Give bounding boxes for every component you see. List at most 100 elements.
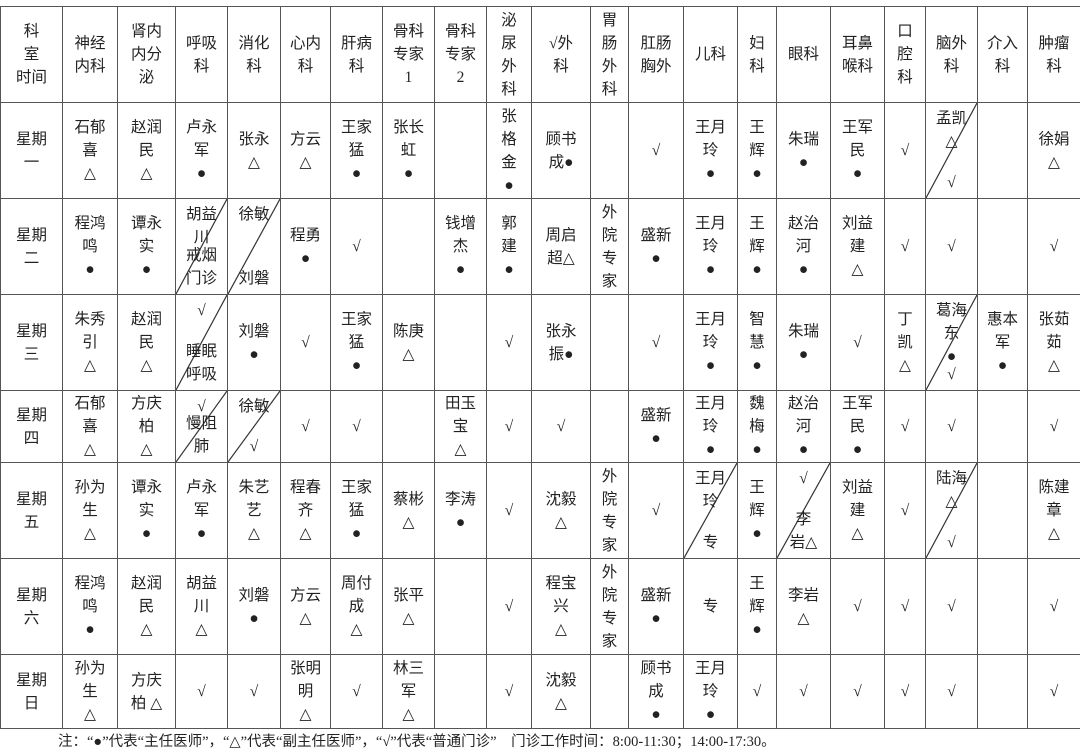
day-label: 星期 二	[0, 198, 63, 295]
diagonal-divider	[228, 199, 280, 294]
schedule-cell	[977, 462, 1028, 559]
schedule-cell: 王家 猛 ●	[330, 294, 383, 391]
column-header: 眼科	[776, 6, 831, 103]
schedule-cell: 张明 明 △	[280, 654, 331, 729]
schedule-cell: 张 格 金 ●	[486, 102, 532, 199]
schedule-cell: √	[925, 390, 978, 463]
schedule-cell: 张平 △	[382, 558, 435, 655]
diagonal-divider	[684, 463, 737, 558]
schedule-cell: 徐敏 刘磐	[227, 198, 281, 295]
schedule-cell: 程勇 ●	[280, 198, 331, 295]
schedule-cell: 徐娟 △	[1027, 102, 1080, 199]
schedule-cell: 顾书 成 ●	[628, 654, 684, 729]
schedule-cell: 蔡彬 △	[382, 462, 435, 559]
schedule-cell: 王 辉 ●	[737, 102, 777, 199]
schedule-cell: 赵治 河 ●	[776, 390, 831, 463]
schedule-cell: √	[531, 390, 591, 463]
schedule-cell: 王军 民 ●	[830, 390, 885, 463]
schedule-cell: 方云 △	[280, 558, 331, 655]
schedule-cell: √	[884, 462, 926, 559]
column-header: 儿科	[683, 6, 738, 103]
schedule-cell: √	[1027, 198, 1080, 295]
schedule-cell	[434, 558, 487, 655]
split-top: 陆海 △	[935, 470, 967, 510]
schedule-cell: 卢永 军 ●	[175, 462, 228, 559]
schedule-cell	[977, 390, 1028, 463]
header-row: 科 室 时间 神经 内科 肾内 内分 泌呼吸 科消化 科心内 科肝病 科骨科 专家 …	[0, 6, 1080, 103]
split-cell: √ 睡眠 呼吸	[176, 295, 227, 390]
schedule-cell: √	[1027, 654, 1080, 729]
schedule-cell: √	[884, 390, 926, 463]
schedule-cell: √	[628, 462, 684, 559]
schedule-cell: 外 院 专 家	[590, 462, 629, 559]
schedule-cell: √	[280, 294, 331, 391]
schedule-cell: 石郁 喜 △	[62, 102, 118, 199]
schedule-cell: 盛新 ●	[628, 558, 684, 655]
schedule-cell: √	[330, 654, 383, 729]
day-label: 星期 四	[0, 390, 63, 463]
column-header: 神经 内科	[62, 6, 118, 103]
column-header: 呼吸 科	[175, 6, 228, 103]
schedule-cell: √	[1027, 558, 1080, 655]
schedule-cell: √	[486, 294, 532, 391]
schedule-cell: 张永 △	[227, 102, 281, 199]
split-bottom: 李 岩△	[789, 511, 818, 551]
schedule-cell: 赵治 河 ●	[776, 198, 831, 295]
column-header: 口 腔 科	[884, 6, 926, 103]
schedule-cell: 外 院 专 家	[590, 558, 629, 655]
diagonal-divider	[176, 199, 227, 294]
schedule-cell: 孙为 生 △	[62, 462, 118, 559]
day-label: 星期 五	[0, 462, 63, 559]
schedule-cell: √	[884, 558, 926, 655]
schedule-cell	[434, 294, 487, 391]
schedule-cell	[590, 390, 629, 463]
schedule-cell: √	[776, 654, 831, 729]
column-header: 妇 科	[737, 6, 777, 103]
schedule-cell: 方云 △	[280, 102, 331, 199]
column-header: 脑外 科	[925, 6, 978, 103]
split-cell: 王月 玲专	[684, 463, 737, 558]
schedule-cell: 王家 猛 ●	[330, 102, 383, 199]
schedule-cell: √	[486, 462, 532, 559]
schedule-cell: 程鸿 鸣 ●	[62, 198, 118, 295]
schedule-cell	[977, 198, 1028, 295]
split-top: 胡益 川	[185, 206, 217, 246]
schedule-cell	[977, 558, 1028, 655]
split-cell: √ 李 岩△	[777, 463, 830, 558]
schedule-cell: 田玉 宝 △	[434, 390, 487, 463]
schedule-cell: 顾书 成●	[531, 102, 591, 199]
column-header: 肾内 内分 泌	[117, 6, 176, 103]
schedule-cell: √	[175, 654, 228, 729]
schedule-cell: 盛新 ●	[628, 390, 684, 463]
schedule-cell: 王 辉 ●	[737, 198, 777, 295]
schedule-cell: 张永 振●	[531, 294, 591, 391]
schedule-cell: 惠本 军 ●	[977, 294, 1028, 391]
schedule-cell: 王 辉 ●	[737, 558, 777, 655]
diagonal-divider	[777, 463, 830, 558]
schedule-cell: 智 慧 ●	[737, 294, 777, 391]
diagonal-divider	[176, 391, 227, 462]
split-top: 孟凯 △	[935, 110, 967, 150]
table-row: 星期 四石郁 喜 △ 方庆 柏 △ √ 慢阻 肺徐敏 √ √ √ 田玉 宝 △ √ √ 盛新 ● 王月…	[0, 390, 1080, 463]
split-bottom: √	[947, 534, 956, 551]
schedule-cell: √ 李 岩△	[776, 462, 831, 559]
split-bottom: 戒烟 门诊	[185, 247, 217, 287]
schedule-cell: 外 院 专 家	[590, 198, 629, 295]
schedule-cell: √	[884, 198, 926, 295]
split-top: √	[799, 470, 808, 487]
split-cell: 葛海 东 ● √	[926, 295, 977, 390]
column-header: 消化 科	[227, 6, 281, 103]
schedule-cell: √	[830, 654, 885, 729]
schedule-cell	[977, 654, 1028, 729]
schedule-cell: 李岩 △	[776, 558, 831, 655]
schedule-cell: 沈毅 △	[531, 462, 591, 559]
day-label: 星期 日	[0, 654, 63, 729]
schedule-cell: 王月 玲专	[683, 462, 738, 559]
schedule-cell: 葛海 东 ● √	[925, 294, 978, 391]
schedule-cell: 周启 超△	[531, 198, 591, 295]
column-header: 心内 科	[280, 6, 331, 103]
schedule-cell: 朱艺 艺 △	[227, 462, 281, 559]
schedule-cell: 专	[683, 558, 738, 655]
table-row: 星期 六程鸿 鸣 ● 赵润 民 △ 胡益 川 △ 刘磐 ● 方云 △ 周付 成 △ 张平 △…	[0, 558, 1080, 655]
schedule-cell: 王月 玲 ●	[683, 102, 738, 199]
